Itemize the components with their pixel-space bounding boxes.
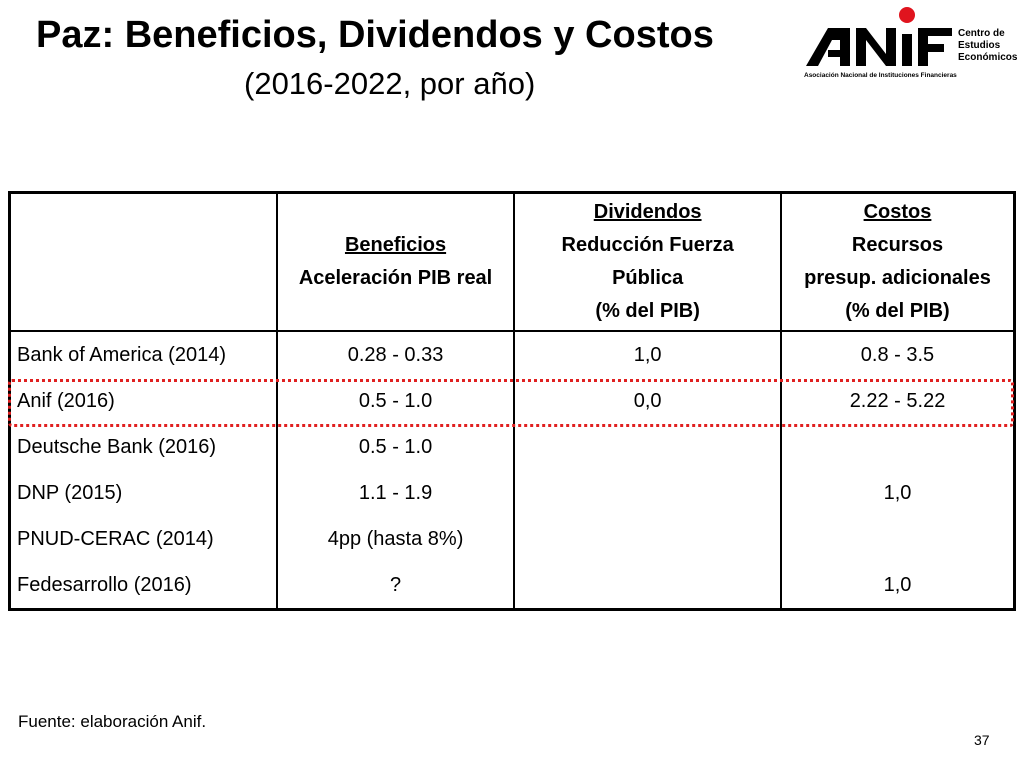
cell-dividendos bbox=[514, 424, 782, 470]
header-line: Reducción Fuerza bbox=[561, 234, 734, 256]
table-row: PNUD-CERAC (2014) 4pp (hasta 8%) bbox=[9, 516, 1016, 562]
header-dividendos: Dividendos Reducción Fuerza Pública (% del… bbox=[514, 192, 782, 332]
row-source-label: DNP (2015) bbox=[9, 470, 278, 516]
cell-costos bbox=[781, 516, 1016, 562]
header-line: (% del PIB) bbox=[845, 300, 950, 322]
cell-beneficios: 0.28 - 0.33 bbox=[276, 331, 516, 378]
row-source-label: Fedesarrollo (2016) bbox=[9, 562, 278, 610]
comparison-table: Beneficios Aceleración PIB real Dividendos… bbox=[8, 191, 1016, 611]
header-beneficios: Beneficios Aceleración PIB real bbox=[276, 192, 516, 332]
table-row: Anif (2016) 0.5 - 1.0 0,0 2.22 - 5.22 bbox=[9, 378, 1016, 424]
header-line: Pública bbox=[612, 267, 684, 289]
cell-dividendos bbox=[514, 562, 782, 610]
table-header-row: Beneficios Aceleración PIB real Dividendos… bbox=[9, 192, 1016, 332]
anif-row-highlight bbox=[8, 379, 1014, 427]
source-note: Fuente: elaboración Anif. bbox=[18, 712, 207, 731]
page-number: 37 bbox=[974, 732, 990, 748]
cell-beneficios: 1.1 - 1.9 bbox=[276, 470, 516, 516]
header-blank bbox=[9, 192, 278, 332]
header-line: (% del PIB) bbox=[595, 300, 700, 322]
page-subtitle: (2016-2022, por año) bbox=[244, 66, 536, 101]
anif-logo-mark bbox=[806, 7, 952, 66]
row-source-label: Bank of America (2014) bbox=[9, 331, 278, 378]
header-line: Recursos bbox=[851, 234, 944, 256]
cell-beneficios: 0.5 - 1.0 bbox=[276, 424, 516, 470]
cell-costos: 0.8 - 3.5 bbox=[781, 331, 1016, 378]
cell-beneficios: ? bbox=[276, 562, 516, 610]
cell-dividendos: 1,0 bbox=[514, 331, 782, 378]
table-row: Fedesarrollo (2016)? 1,0 bbox=[9, 562, 1016, 610]
table-row: DNP (2015) 1.1 - 1.9 1,0 bbox=[9, 470, 1016, 516]
header-line: Costos bbox=[863, 201, 932, 223]
table-row: Bank of America (2014) 0.28 - 0.33 1,0 0.8 … bbox=[9, 331, 1016, 378]
header-line: Beneficios bbox=[344, 234, 447, 256]
cell-costos: 2.22 - 5.22 bbox=[781, 378, 1016, 424]
row-source-label: Deutsche Bank (2016) bbox=[9, 424, 278, 470]
page-title: Paz: Beneficios, Dividendos y Costos bbox=[36, 14, 714, 56]
table-row: Deutsche Bank (2016) 0.5 - 1.0 bbox=[9, 424, 1016, 470]
cell-dividendos bbox=[514, 470, 782, 516]
logo-center-label: Centro de Estudios Económicos bbox=[958, 28, 1018, 63]
row-source-label: Anif (2016) bbox=[9, 378, 278, 424]
header-line: presup. adicionales bbox=[804, 267, 991, 289]
cell-costos: 1,0 bbox=[781, 470, 1016, 516]
cell-dividendos: 0,0 bbox=[514, 378, 782, 424]
cell-beneficios: 0.5 - 1.0 bbox=[276, 378, 516, 424]
header-costos: Costos Recursos presup. adicionales (% del … bbox=[781, 192, 1016, 332]
cell-costos: 1,0 bbox=[781, 562, 1016, 610]
header-line: Aceleración PIB real bbox=[298, 267, 493, 289]
anif-logo: Centro de Estudios Económicos Asociación… bbox=[798, 4, 1024, 84]
row-source-label: PNUD-CERAC (2014) bbox=[9, 516, 278, 562]
logo-association-name: Asociación Nacional de Instituciones Fin… bbox=[804, 72, 957, 79]
header-line: Dividendos bbox=[593, 201, 702, 223]
cell-costos bbox=[781, 424, 1016, 470]
cell-beneficios: 4pp (hasta 8%) bbox=[276, 516, 516, 562]
cell-dividendos bbox=[514, 516, 782, 562]
